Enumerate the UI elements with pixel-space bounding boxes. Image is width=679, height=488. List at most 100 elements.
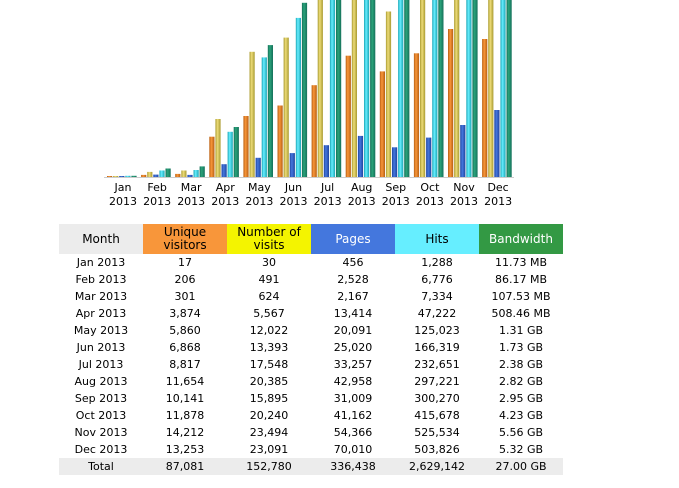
month-label-month: Feb	[147, 181, 167, 194]
bar-hits-12	[500, 0, 506, 177]
bar-visits-1	[113, 176, 119, 177]
month-label: Aug 2013	[344, 181, 380, 209]
bar-pages-1	[119, 176, 125, 177]
month-label-year: 2013	[245, 195, 274, 208]
cell-bandwidth: 2.38 GB	[498, 358, 544, 371]
month-label-month: Apr	[215, 181, 235, 194]
month-label: Apr 2013	[207, 181, 243, 209]
month-label-month: Nov	[453, 181, 475, 194]
cell-pages: 2,528	[337, 273, 369, 286]
bar-hits-9	[398, 0, 404, 177]
cell-bandwidth: 107.53 MB	[491, 290, 551, 303]
cell-unique-visitors: 10,141	[165, 392, 205, 405]
bar-visits-6	[283, 37, 289, 177]
bar-visitors-7	[311, 85, 317, 177]
table-row: May 2013 5,860 12,022 20,091 125,023 1.31 GB	[59, 322, 563, 339]
cell-pages: 456	[342, 256, 364, 269]
bar-hits-2	[159, 170, 165, 177]
bar-visits-5	[249, 51, 255, 177]
table-header-row: Month Unique visitors Number of visits P…	[59, 224, 563, 254]
month-label: Dec 2013	[480, 181, 516, 209]
header-hits: Hits	[395, 224, 479, 254]
month-label-year: 2013	[415, 195, 444, 208]
month-label: Jan 2013	[105, 181, 141, 209]
table-row: Dec 2013 13,253 23,091 70,010 503,826 5.32 GB	[59, 441, 563, 458]
table-row: Mar 2013 301 624 2,167 7,334 107.53 MB	[59, 288, 563, 305]
cell-hits: 47,222	[417, 307, 457, 320]
bar-visitors-6	[277, 105, 283, 177]
bar-hits-1	[125, 175, 131, 177]
month-label-month: Jul	[320, 181, 335, 194]
cell-unique-visitors: 11,878	[165, 409, 205, 422]
table-total-row: Total 87,081 152,780 336,438 2,629,142 27.00 …	[59, 458, 563, 475]
cell-bandwidth: 5.32 GB	[498, 443, 544, 456]
cell-unique-visitors: 17	[178, 256, 192, 269]
cell-pages: 33,257	[333, 358, 373, 371]
cell-month: Oct 2013	[75, 409, 127, 422]
bar-pages-12	[494, 110, 500, 177]
cell-hits: 297,221	[414, 375, 460, 388]
cell-hits: 525,534	[414, 426, 460, 439]
cell-bandwidth: 1.31 GB	[498, 324, 544, 337]
cell-pages: 42,958	[333, 375, 373, 388]
cell-hits: 125,023	[414, 324, 460, 337]
cell-month: Sep 2013	[74, 392, 128, 405]
cell-bandwidth: 2.82 GB	[498, 375, 544, 388]
cell-number-of-visits: 23,494	[249, 426, 289, 439]
cell-hits: 166,319	[414, 341, 460, 354]
bar-visitors-8	[345, 55, 351, 178]
month-label-month: Dec	[487, 181, 509, 194]
bar-visitors-2	[141, 174, 147, 177]
month-label: Jul 2013	[310, 181, 346, 209]
bar-hits-4	[227, 131, 233, 177]
cell-unique-visitors: 13,253	[165, 443, 205, 456]
bar-pages-5	[255, 157, 261, 177]
cell-hits: 6,776	[421, 273, 453, 286]
bar-hits-7	[329, 0, 336, 178]
bar-bandwidth-1	[131, 175, 137, 177]
cell-number-of-visits: 491	[258, 273, 280, 286]
total-cell-number-of-visits: 152,780	[227, 458, 311, 475]
month-label-year: 2013	[313, 195, 342, 208]
cell-pages: 2,167	[337, 290, 369, 303]
month-label: May 2013	[241, 181, 277, 209]
table-row: Aug 2013 11,654 20,385 42,958 297,221 2.82 GB	[59, 373, 563, 390]
bar-bandwidth-11	[472, 0, 478, 177]
cell-month: Jun 2013	[76, 341, 126, 354]
bar-bandwidth-6	[301, 2, 308, 177]
bar-pages-9	[392, 147, 398, 177]
cell-unique-visitors: 206	[174, 273, 196, 286]
month-label-year: 2013	[484, 195, 513, 208]
table-row: Nov 2013 14,212 23,494 54,366 525,534 5.56 GB	[59, 424, 563, 441]
monthly-stats-table: Month Unique visitors Number of visits P…	[59, 224, 563, 475]
bar-bandwidth-7	[336, 0, 342, 178]
cell-bandwidth: 1.73 GB	[498, 341, 544, 354]
cell-month: May 2013	[73, 324, 129, 337]
bar-pages-3	[187, 174, 193, 177]
month-label: Oct 2013	[412, 181, 448, 209]
cell-number-of-visits: 30	[262, 256, 276, 269]
month-label-year: 2013	[381, 195, 410, 208]
bar-hits-3	[193, 170, 199, 177]
cell-month: Nov 2013	[74, 426, 128, 439]
bar-visitors-3	[175, 173, 181, 177]
cell-unique-visitors: 3,874	[169, 307, 201, 320]
bar-visits-8	[351, 0, 357, 177]
table-row: Sep 2013 10,141 15,895 31,009 300,270 2.95 GB	[59, 390, 563, 407]
month-label-month: Jan	[114, 181, 132, 194]
month-label: Sep 2013	[378, 181, 414, 209]
cell-bandwidth: 5.56 GB	[498, 426, 544, 439]
bar-bandwidth-5	[267, 45, 273, 177]
bar-bandwidth-9	[404, 0, 410, 178]
bar-visitors-5	[243, 116, 249, 177]
cell-bandwidth: 2.95 GB	[498, 392, 544, 405]
cell-hits: 1,288	[421, 256, 453, 269]
table-row: Apr 2013 3,874 5,567 13,414 47,222 508.46 MB	[59, 305, 563, 322]
header-bandwidth: Bandwidth	[479, 224, 563, 254]
cell-bandwidth: 4.23 GB	[498, 409, 544, 422]
month-label-month: Sep	[385, 181, 407, 194]
header-month: Month	[59, 224, 143, 254]
cell-number-of-visits: 12,022	[249, 324, 289, 337]
bar-visitors-12	[482, 39, 488, 177]
month-label-month: Aug	[350, 181, 373, 194]
